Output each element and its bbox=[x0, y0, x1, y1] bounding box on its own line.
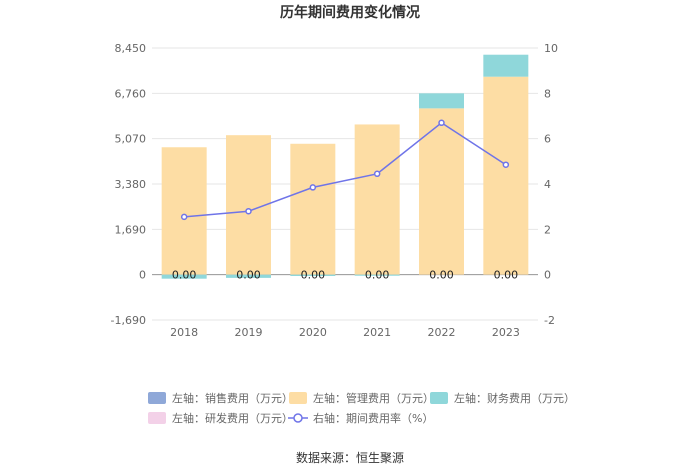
bar-series bbox=[161, 54, 529, 279]
left-tick-label: 6,760 bbox=[115, 87, 147, 100]
expense-rate-line bbox=[184, 121, 507, 218]
legend-label: 左轴：研发费用（万元） bbox=[172, 411, 293, 425]
left-tick-label: 5,070 bbox=[115, 133, 147, 146]
line-point-2020 bbox=[309, 184, 317, 191]
bar-2023 bbox=[483, 54, 529, 77]
left-axis-ticks: -1,690 0 1,690 3,380 5,070 6,760 8,450 bbox=[111, 42, 146, 327]
x-tick-label: 2023 bbox=[492, 326, 520, 339]
line-series bbox=[180, 119, 510, 221]
data-label-2023: 0.00 bbox=[494, 269, 519, 282]
data-label-2022: 0.00 bbox=[429, 269, 454, 282]
legend-item[interactable]: 左轴：销售费用（万元） bbox=[148, 391, 293, 405]
bar-2019 bbox=[226, 274, 271, 278]
legend-swatch bbox=[148, 392, 166, 404]
x-tick-label: 2021 bbox=[363, 326, 391, 339]
line-point-2022 bbox=[438, 119, 445, 127]
data-label-2018: 0.00 bbox=[172, 269, 197, 282]
legend-label: 左轴：财务费用（万元） bbox=[454, 391, 575, 405]
left-tick-label: 3,380 bbox=[115, 178, 147, 191]
grid-lines bbox=[152, 47, 538, 321]
legend-label: 右轴：期间费用率（%） bbox=[313, 411, 433, 425]
bar-2020 bbox=[290, 274, 336, 277]
x-tick-label: 2020 bbox=[299, 326, 327, 339]
legend-swatch bbox=[430, 392, 448, 404]
bar-2020 bbox=[290, 143, 336, 275]
bar-2021 bbox=[354, 274, 400, 276]
right-tick-label: 8 bbox=[544, 87, 551, 100]
data-label-2020: 0.00 bbox=[301, 269, 326, 282]
bar-2021 bbox=[354, 124, 400, 275]
line-point-2023 bbox=[502, 161, 510, 168]
right-tick-label: 0 bbox=[544, 269, 551, 282]
bar-2022 bbox=[419, 108, 464, 275]
x-tick-label: 2019 bbox=[235, 326, 263, 339]
right-tick-label: 10 bbox=[544, 42, 558, 55]
x-tick-label: 2022 bbox=[428, 326, 456, 339]
data-label-2019: 0.00 bbox=[236, 269, 261, 282]
legend-item[interactable]: 左轴：管理费用（万元） bbox=[289, 391, 434, 405]
right-tick-label: 6 bbox=[544, 133, 551, 146]
legend-swatch bbox=[148, 412, 166, 424]
right-axis-ticks: -2 0 2 4 6 8 10 bbox=[544, 42, 558, 327]
x-tick-label: 2018 bbox=[170, 326, 198, 339]
legend-item[interactable]: 右轴：期间费用率（%） bbox=[288, 411, 433, 425]
legend[interactable]: 左轴：销售费用（万元） 左轴：管理费用（万元） 左轴：财务费用（万元） 左轴：研发费用… bbox=[148, 391, 575, 425]
source-note: 数据来源：恒生聚源 bbox=[296, 450, 404, 465]
bar-2022 bbox=[419, 93, 464, 109]
right-tick-label: 4 bbox=[544, 178, 551, 191]
line-point-2018 bbox=[180, 213, 188, 221]
legend-marker bbox=[293, 413, 303, 423]
data-labels: 0.00 0.00 0.00 0.00 0.00 0.00 bbox=[172, 269, 518, 282]
legend-label: 左轴：管理费用（万元） bbox=[313, 391, 434, 405]
left-tick-label: 1,690 bbox=[115, 223, 147, 236]
line-point-2021 bbox=[373, 170, 381, 178]
data-label-2021: 0.00 bbox=[365, 269, 390, 282]
left-tick-label: 0 bbox=[139, 269, 146, 282]
right-tick-label: 2 bbox=[544, 223, 551, 236]
legend-swatch bbox=[289, 392, 307, 404]
legend-item[interactable]: 左轴：财务费用（万元） bbox=[430, 391, 575, 405]
right-tick-label: -2 bbox=[544, 314, 555, 327]
chart-title: 历年期间费用变化情况 bbox=[280, 4, 420, 21]
line-point-2019 bbox=[245, 207, 252, 215]
left-tick-label: 8,450 bbox=[115, 42, 147, 55]
left-tick-label: -1,690 bbox=[111, 314, 146, 327]
legend-label: 左轴：销售费用（万元） bbox=[172, 391, 293, 405]
bar-2023 bbox=[483, 76, 529, 275]
x-axis-ticks: 2018 2019 2020 2021 2022 2023 bbox=[170, 326, 520, 339]
legend-item[interactable]: 左轴：研发费用（万元） bbox=[148, 411, 293, 425]
bar-2018 bbox=[161, 147, 207, 275]
bar-2018 bbox=[161, 274, 207, 279]
